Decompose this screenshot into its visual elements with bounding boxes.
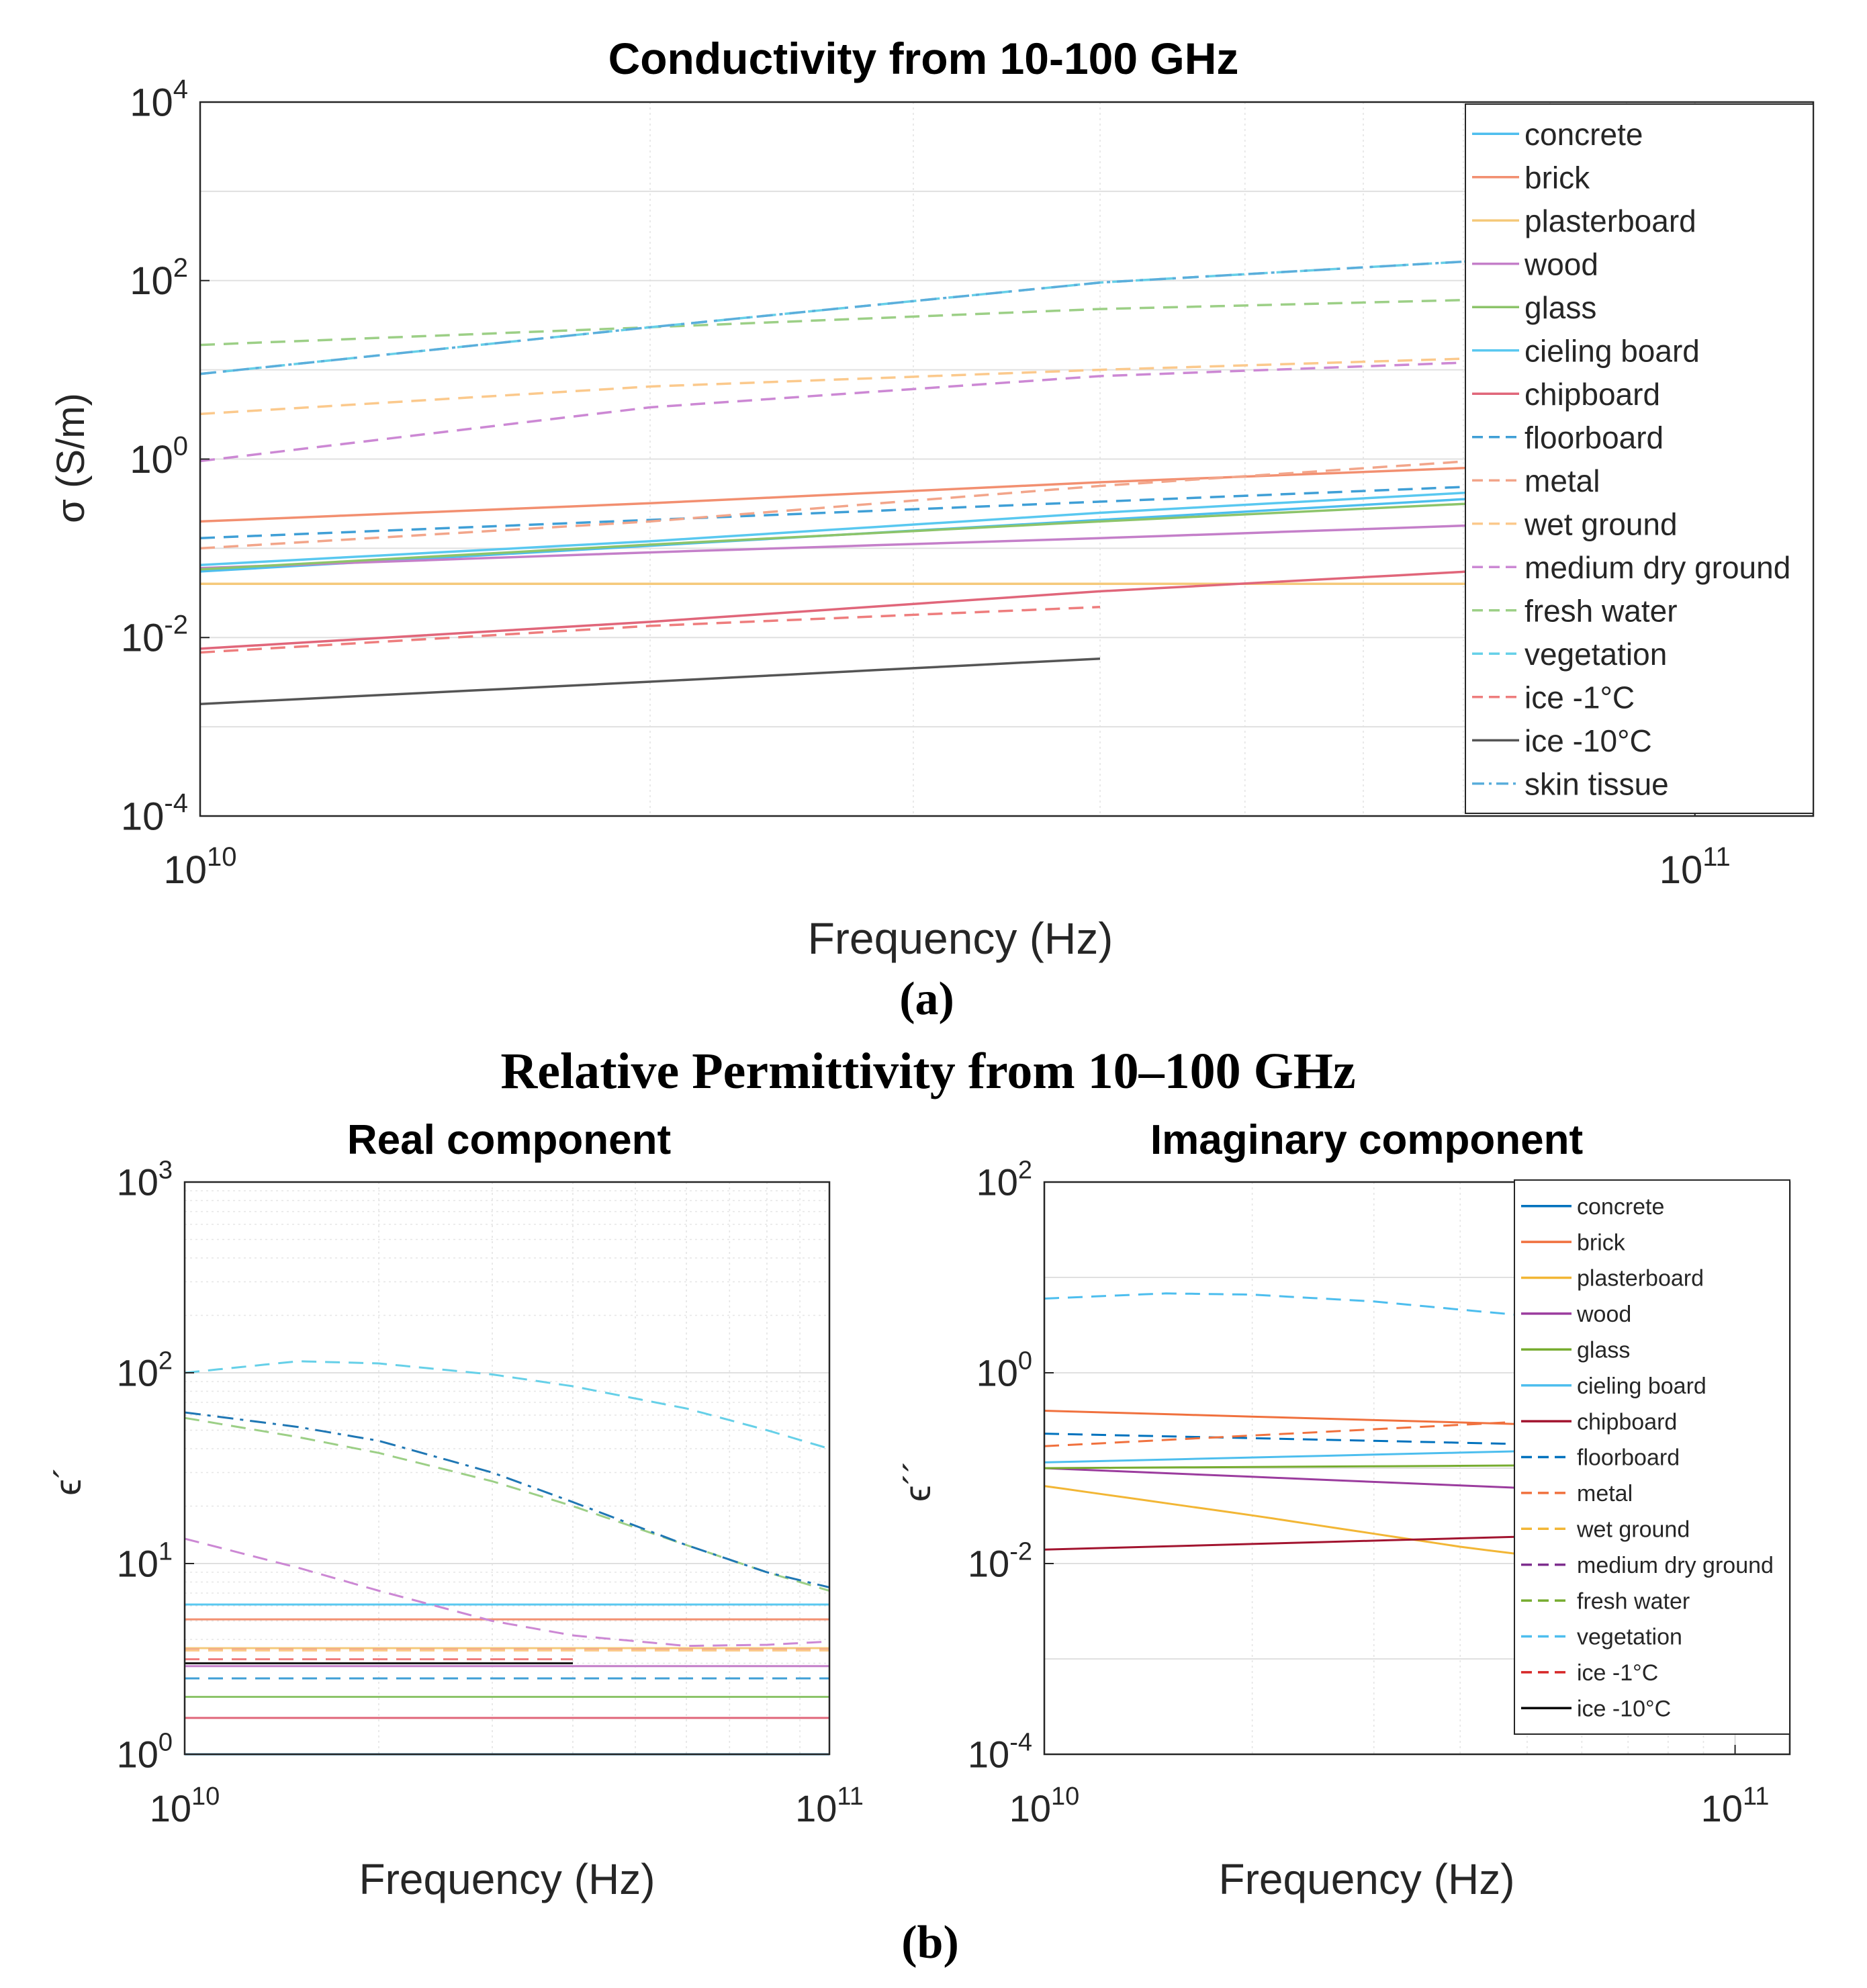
figure-b-title: Relative Permittivity from 10–100 GHz [500,1043,1355,1099]
chart-b2-xlabel: Frequency (Hz) [1219,1855,1515,1903]
y-tick-label: 10-4 [121,788,188,838]
y-tick-label: 10-2 [968,1537,1032,1584]
chart-b1-ylabel: ϵ´ [46,1466,89,1495]
y-tick-label: 10-4 [968,1728,1032,1775]
legend-label: cieling board [1524,333,1700,368]
series-line-vegetation [199,246,1695,375]
series-line-brick [199,457,1695,523]
series-line-chipboard [199,558,1695,650]
chart-conductivity: 1010 1011 10-4 10-2 100 102 104 concrete brick pl… [121,75,1815,892]
legend-label: wood [1576,1302,1631,1327]
y-tick-label: 102 [976,1156,1032,1203]
legend-label: chipboard [1577,1409,1677,1435]
legend: concrete brick plasterboard wood glass cielin… [1514,1179,1790,1735]
series-line-vegetation [184,1360,830,1450]
legend-label: chipboard [1524,377,1660,412]
legend: concrete brick plasterboard wood glass cielin… [1465,103,1814,814]
series-line-metal [199,445,1695,550]
legend-label: ice -10°C [1524,723,1652,758]
legend-label: glass [1524,290,1596,325]
legend-label: fresh water [1524,593,1678,628]
x-tick-label: 1011 [795,1782,864,1829]
y-tick-label: 104 [130,75,188,124]
legend-label: ice -1°C [1577,1660,1658,1686]
series-line-wood [199,516,1695,570]
legend-label: brick [1524,160,1590,195]
x-tick-label: 1010 [1009,1782,1080,1829]
axes-box [183,1181,831,1756]
legend-label: concrete [1577,1194,1664,1220]
chart-b2-ylabel: ϵ´´ [896,1460,938,1502]
chart-b2-title: Imaginary component [1150,1117,1583,1163]
chart-imaginary-permittivity: 1010 1011 10-4 10-2 100 102 concrete brick plast… [968,1156,1791,1829]
legend-label: metal [1577,1481,1633,1506]
legend-label: fresh water [1577,1588,1690,1614]
legend-label: plasterboard [1577,1266,1704,1292]
legend-label: glass [1577,1338,1630,1363]
series-line-vegetation [1044,1292,1735,1338]
y-tick-label: 100 [976,1347,1032,1394]
legend-label: floorboard [1524,420,1664,455]
series-line-ice-10-c [199,657,1101,705]
panel-label-b: (b) [901,1917,959,1969]
series-line-cieling-board [199,479,1695,566]
panel-label-a: (a) [899,973,954,1025]
legend-label: ice -1°C [1524,680,1635,715]
y-tick-label: 102 [130,253,188,303]
series-line-wet-ground [199,350,1695,416]
y-tick-label: 100 [130,432,188,482]
y-tick-label: 103 [117,1156,173,1203]
legend-label: wet ground [1576,1517,1690,1543]
grid [185,1182,829,1754]
y-tick-label: 102 [117,1347,173,1394]
legend-label: cieling board [1577,1373,1706,1399]
legend-label: floorboard [1577,1445,1680,1471]
legend-label: concrete [1524,117,1643,152]
x-tick-label: 1010 [163,842,236,892]
series-line-fresh-water [184,1416,830,1592]
series-line-fresh-water [199,293,1695,347]
chart-b1-xlabel: Frequency (Hz) [359,1855,655,1903]
series-group [184,1360,830,1756]
series-line-glass [199,491,1695,571]
legend-label: skin tissue [1524,766,1669,801]
legend-label: brick [1577,1230,1626,1255]
x-tick-label: 1011 [1659,842,1731,892]
x-tick-label: 1010 [150,1782,220,1829]
chart-b1-title: Real component [347,1117,671,1163]
series-line-medium-dry-ground [184,1537,830,1647]
x-tick-label: 1011 [1701,1782,1770,1829]
legend-label: plasterboard [1524,204,1696,238]
chart-a-ylabel: σ (S/m) [49,393,93,523]
plot-area [185,1182,829,1754]
legend-box [1465,103,1814,814]
legend-label: medium dry ground [1577,1553,1774,1578]
legend-label: ice -10°C [1577,1697,1671,1722]
series-line-ice-1-c [199,606,1101,654]
series-line-medium-dry-ground [199,353,1695,463]
y-tick-label: 10-2 [121,610,188,660]
chart-a-xlabel: Frequency (Hz) [808,913,1113,963]
legend-label: wood [1524,246,1598,281]
chart-real-permittivity: 1010 1011 100 101 102 103 [117,1156,864,1829]
series-line-floorboard [199,476,1695,539]
legend-label: medium dry ground [1524,550,1790,585]
chart-a-title: Conductivity from 10-100 GHz [608,34,1239,83]
y-tick-label: 100 [117,1728,173,1775]
legend-label: wet ground [1524,506,1678,541]
legend-label: vegetation [1524,637,1667,672]
series-group [199,246,1695,705]
y-tick-label: 101 [117,1537,173,1584]
legend-label: vegetation [1577,1625,1682,1650]
legend-label: metal [1524,463,1600,498]
